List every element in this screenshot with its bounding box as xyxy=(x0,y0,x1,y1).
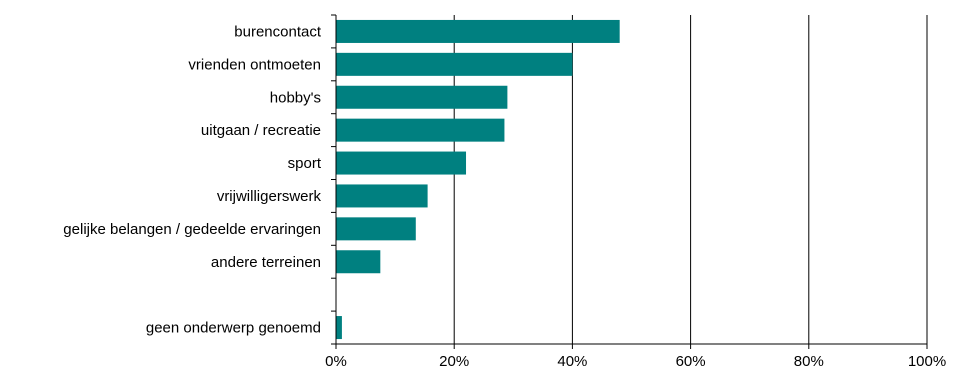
category-label-1: vrienden ontmoeten xyxy=(188,56,321,73)
category-label-0: burencontact xyxy=(234,23,322,40)
x-tick-label-60: 60% xyxy=(676,353,706,370)
bar-9 xyxy=(336,316,342,340)
bar-6 xyxy=(336,217,416,241)
category-label-4: sport xyxy=(288,155,322,172)
category-labels: burencontact vrienden ontmoeten hobby's uit… xyxy=(63,23,322,336)
bar-3 xyxy=(336,118,505,142)
bars xyxy=(336,19,620,340)
category-label-2: hobby's xyxy=(270,89,321,106)
x-tick-label-80: 80% xyxy=(794,353,824,370)
axes xyxy=(331,14,928,349)
x-tick-label-0: 0% xyxy=(325,353,347,370)
x-tick-label-20: 20% xyxy=(439,353,469,370)
category-label-3: uitgaan / recreatie xyxy=(201,122,321,139)
x-tick-label-100: 100% xyxy=(908,353,946,370)
category-label-7: andere terreinen xyxy=(211,254,321,271)
bar-0 xyxy=(336,19,620,43)
bar-4 xyxy=(336,151,467,175)
bar-2 xyxy=(336,85,508,109)
category-label-5: vrijwilligerswerk xyxy=(217,188,322,205)
bar-7 xyxy=(336,250,381,274)
category-label-6: gelijke belangen / gedeelde ervaringen xyxy=(63,221,321,238)
bar-1 xyxy=(336,52,573,76)
x-tick-labels: 0% 20% 40% 60% 80% 100% xyxy=(325,353,946,370)
x-tick-label-40: 40% xyxy=(557,353,587,370)
category-label-9: geen onderwerp genoemd xyxy=(146,320,321,337)
bar-5 xyxy=(336,184,428,208)
